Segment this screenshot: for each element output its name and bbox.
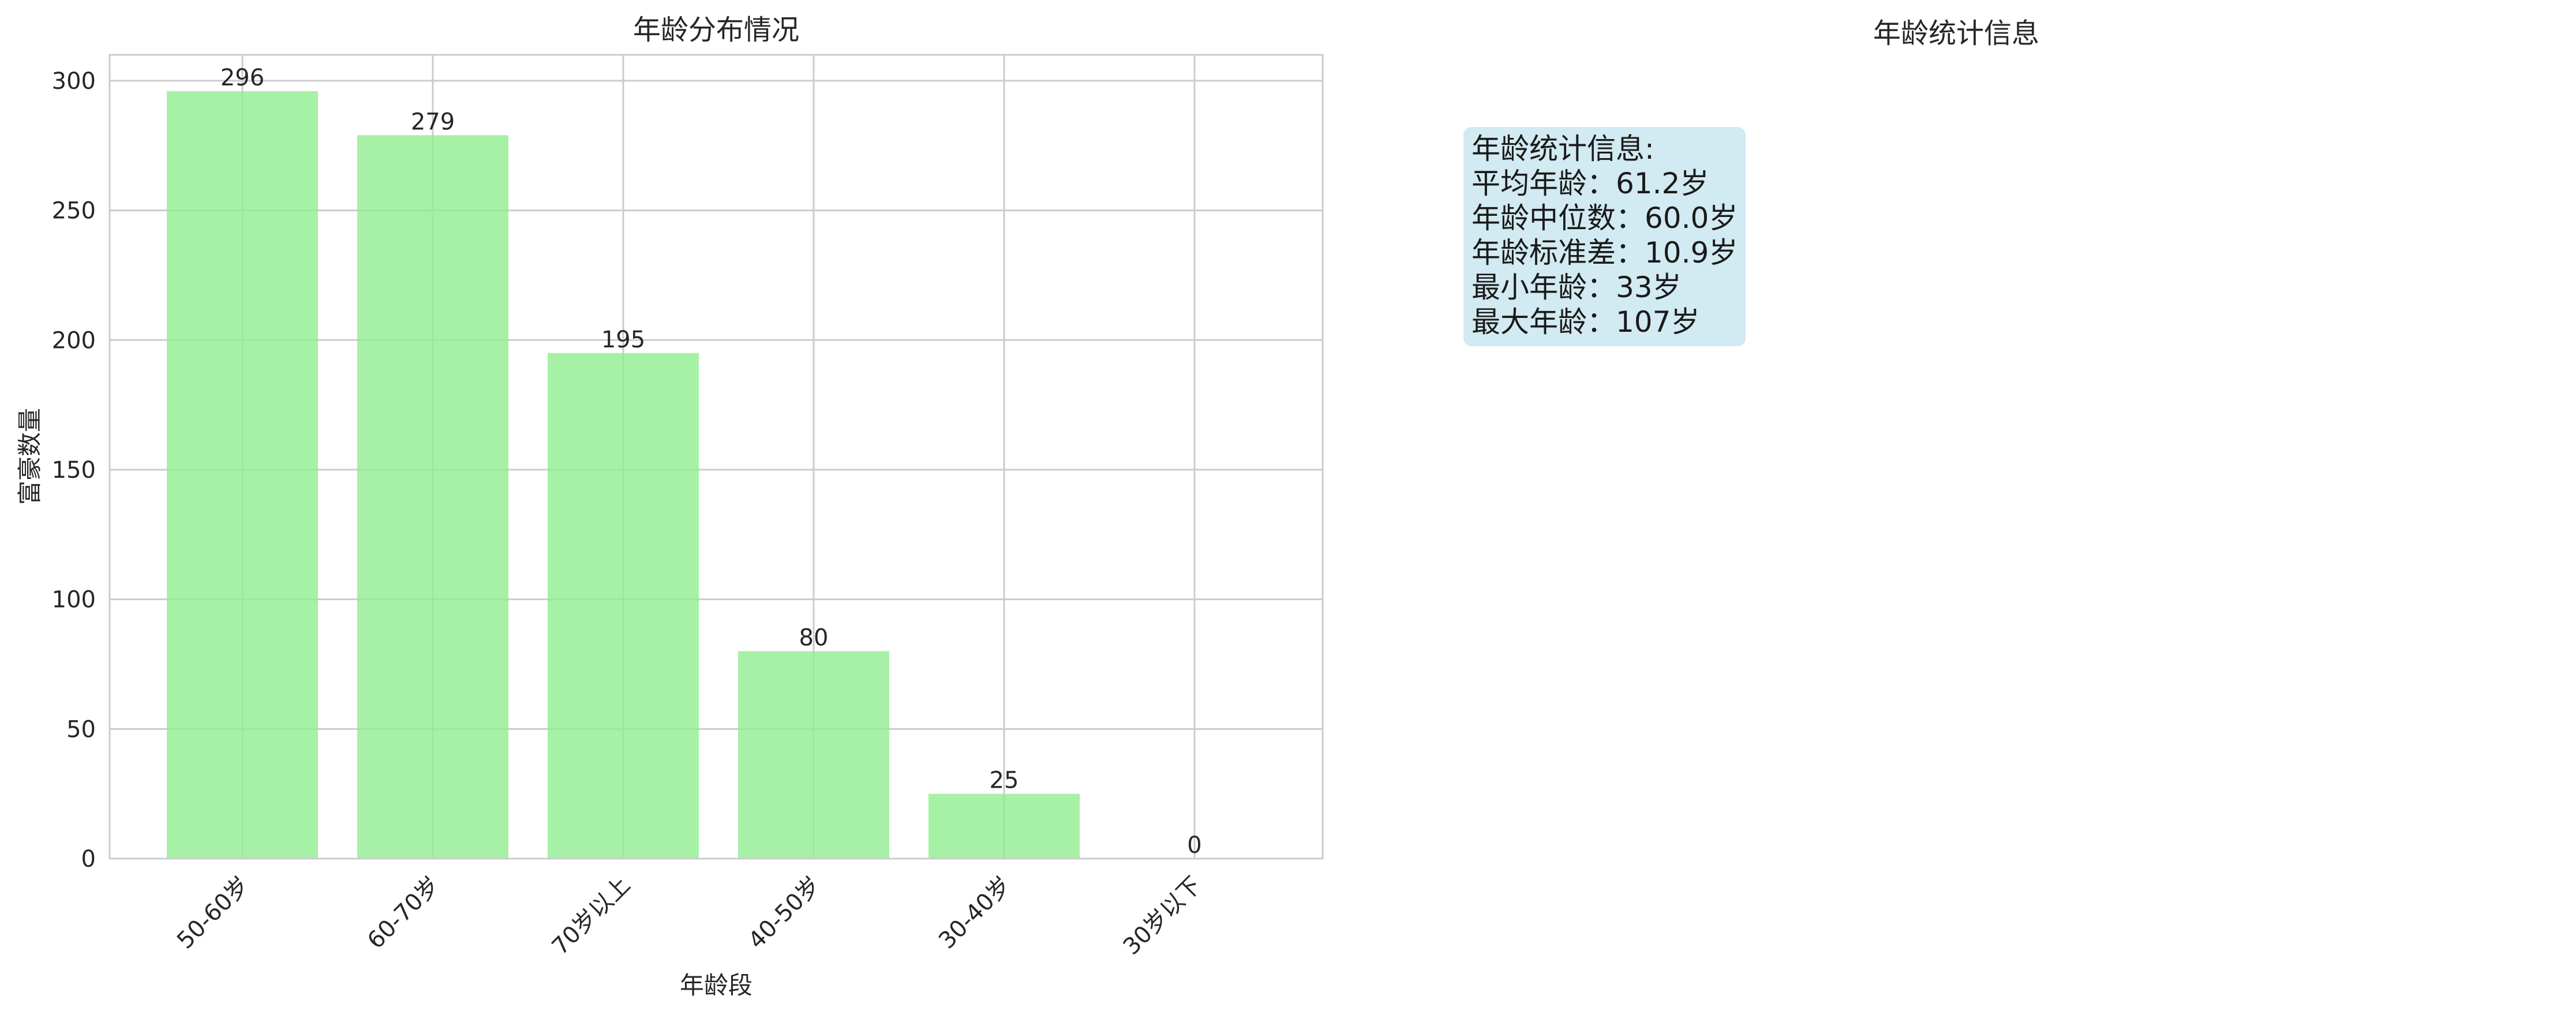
y-tick-label: 50 — [66, 716, 96, 743]
data-label: 195 — [601, 327, 645, 353]
y-tick-label: 100 — [52, 587, 96, 613]
stats-std-age: 年龄标准差：10.9岁 — [1472, 236, 1738, 269]
stats-box: 年龄统计信息: 平均年龄：61.2岁 年龄中位数：60.0岁 年龄标准差：10.… — [1463, 127, 1746, 346]
x-tick-label: 30岁以下 — [1118, 872, 1207, 960]
y-tick-label: 0 — [81, 846, 96, 872]
y-axis-label: 富豪数量 — [16, 408, 44, 505]
bar — [738, 651, 889, 859]
x-tick-labels: 50-60岁 60-70岁 70岁以上 40-50岁 30-40岁 30岁以下 — [172, 872, 1207, 960]
chart-title: 年龄分布情况 — [633, 14, 799, 46]
y-tick-label: 250 — [52, 198, 96, 224]
bar — [167, 91, 318, 859]
data-label: 25 — [990, 767, 1019, 794]
x-tick-label: 60-70岁 — [362, 872, 445, 954]
y-tick-labels: 0 50 100 150 200 250 300 — [52, 68, 96, 872]
y-tick-label: 150 — [52, 457, 96, 484]
bars — [167, 91, 1080, 859]
stats-panel-title: 年龄统计信息 — [1873, 17, 2039, 50]
stats-median-age: 年龄中位数：60.0岁 — [1472, 201, 1738, 235]
x-tick-label: 30-40岁 — [934, 872, 1016, 954]
data-label: 0 — [1187, 832, 1201, 859]
x-axis-label: 年龄段 — [680, 971, 752, 999]
stats-max-age: 最大年龄：107岁 — [1472, 305, 1700, 339]
y-tick-label: 200 — [52, 327, 96, 354]
plot-frame — [108, 54, 1324, 860]
x-tick-label: 70岁以上 — [547, 872, 635, 960]
y-tick-label: 300 — [52, 68, 96, 95]
bar — [928, 793, 1080, 859]
x-tick-label: 50-60岁 — [172, 872, 254, 954]
stats-mean-age: 平均年龄：61.2岁 — [1472, 167, 1709, 200]
data-label: 80 — [799, 625, 829, 651]
data-label: 296 — [220, 65, 264, 91]
bar — [548, 353, 699, 859]
data-labels: 296 279 195 80 25 0 — [220, 65, 1202, 859]
bar — [357, 135, 508, 859]
stats-heading: 年龄统计信息: — [1472, 132, 1654, 166]
data-label: 279 — [411, 108, 455, 135]
stats-min-age: 最小年龄：33岁 — [1472, 271, 1682, 304]
x-tick-label: 40-50岁 — [743, 872, 826, 954]
